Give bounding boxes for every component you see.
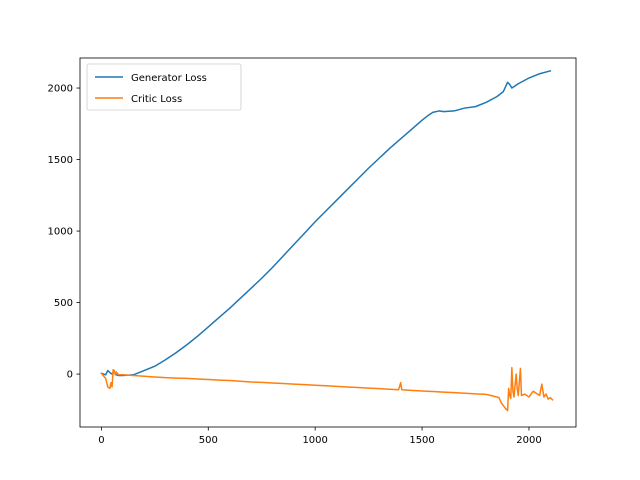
y-tick-label: 0 (67, 370, 73, 381)
y-tick-label: 2000 (48, 84, 73, 95)
legend-label: Generator Loss (131, 73, 207, 84)
legend: Generator Loss Critic Loss (86, 63, 242, 111)
series-line-generator-loss (100, 69, 552, 377)
x-tick-label: 1500 (409, 435, 434, 446)
series-line-critic-loss (100, 366, 554, 412)
y-tick-label: 1000 (48, 227, 73, 238)
legend-label: Critic Loss (131, 94, 182, 105)
plot-frame (79, 57, 577, 428)
x-tick-label: 2000 (516, 435, 541, 446)
y-tick-label: 1500 (48, 155, 73, 166)
axes-layer: 0 500 1000 1500 2000 0 500 1000 1500 2000 (48, 57, 577, 446)
series-layer (100, 69, 554, 412)
x-tick-label: 1000 (302, 435, 327, 446)
x-tick-label: 0 (98, 435, 104, 446)
legend-box (86, 63, 242, 111)
y-tick-label: 500 (54, 298, 73, 309)
x-tick-label: 500 (199, 435, 218, 446)
